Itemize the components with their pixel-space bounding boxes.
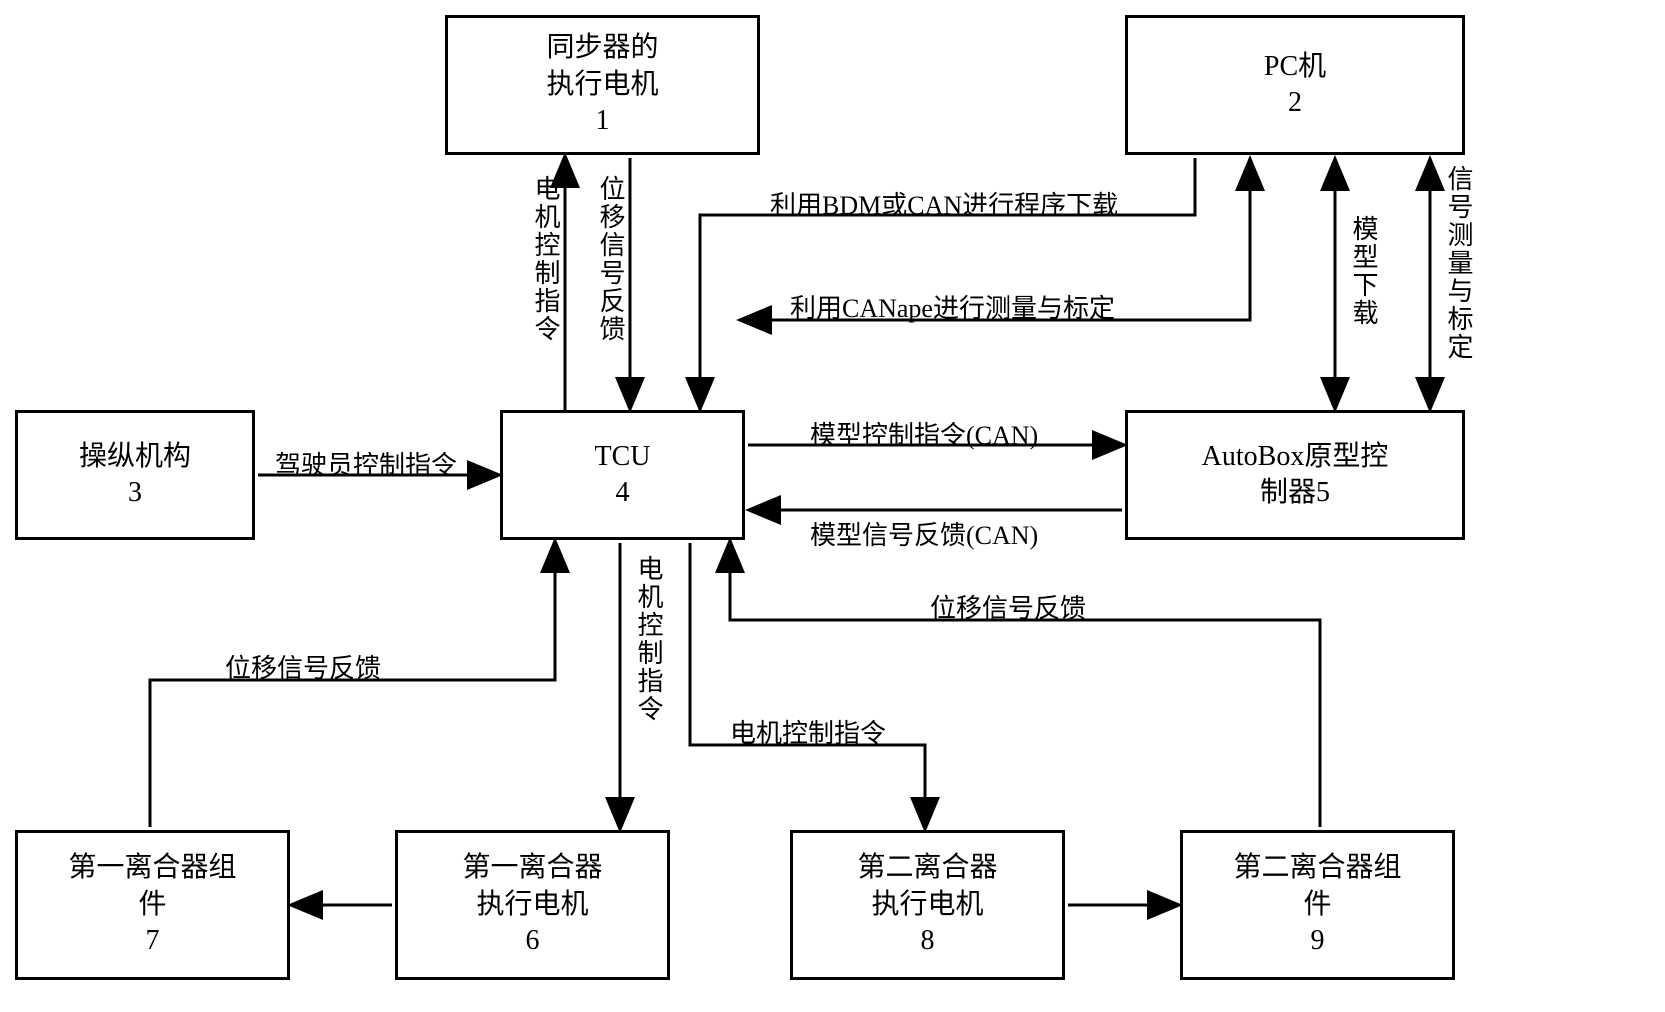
node-clutch2-assembly: 第二离合器组 件 9 bbox=[1180, 830, 1455, 980]
node-label: 操纵机构 bbox=[79, 439, 191, 475]
node-label: 同步器的 bbox=[546, 30, 658, 66]
label-motor-ctrl-left: 电机控制指令 bbox=[630, 555, 667, 723]
node-num: 7 bbox=[146, 923, 160, 959]
node-clutch1-assembly: 第一离合器组 件 7 bbox=[15, 830, 290, 980]
node-num: 8 bbox=[921, 923, 935, 959]
label-model-feedback: 模型信号反馈(CAN) bbox=[810, 515, 1038, 552]
node-label: 执行电机 bbox=[546, 67, 658, 103]
node-control-mech: 操纵机构 3 bbox=[15, 410, 255, 540]
node-clutch1-motor: 第一离合器 执行电机 6 bbox=[395, 830, 670, 980]
node-num: 6 bbox=[526, 923, 540, 959]
node-label: AutoBox原型控 bbox=[1202, 439, 1389, 475]
label-canape: 利用CANape进行测量与标定 bbox=[790, 288, 1115, 325]
node-autobox: AutoBox原型控 制器5 bbox=[1125, 410, 1465, 540]
label-model-download: 模型下载 bbox=[1345, 215, 1382, 327]
label-disp-feedback-top: 位移信号反馈 bbox=[592, 175, 629, 343]
node-label: 第二离合器 bbox=[857, 850, 997, 886]
node-label: 第一离合器组 bbox=[68, 850, 236, 886]
node-label: 执行电机 bbox=[476, 887, 588, 923]
label-motor-ctrl-right: 电机控制指令 bbox=[730, 713, 886, 750]
label-model-ctrl: 模型控制指令(CAN) bbox=[810, 415, 1038, 452]
label-signal-measure: 信号测量与标定 bbox=[1440, 165, 1477, 361]
node-label: 件 bbox=[1303, 887, 1331, 923]
label-disp-feedback-left: 位移信号反馈 bbox=[225, 648, 381, 685]
node-label: 第一离合器 bbox=[462, 850, 602, 886]
node-label: 件 bbox=[138, 887, 166, 923]
node-num: 1 bbox=[596, 103, 610, 139]
node-num: 3 bbox=[128, 475, 142, 511]
node-num: 2 bbox=[1288, 85, 1302, 121]
node-label: 制器5 bbox=[1260, 475, 1330, 511]
node-label: PC机 bbox=[1264, 49, 1326, 85]
node-sync-motor: 同步器的 执行电机 1 bbox=[445, 15, 760, 155]
label-driver-cmd: 驾驶员控制指令 bbox=[275, 445, 457, 482]
node-label: 执行电机 bbox=[871, 887, 983, 923]
node-num: 4 bbox=[616, 475, 630, 511]
node-tcu: TCU 4 bbox=[500, 410, 745, 540]
label-bdm-can: 利用BDM或CAN进行程序下载 bbox=[770, 185, 1118, 222]
label-disp-feedback-right: 位移信号反馈 bbox=[930, 588, 1086, 625]
label-motor-ctrl-top: 电机控制指令 bbox=[527, 175, 564, 343]
node-num: 9 bbox=[1311, 923, 1325, 959]
node-clutch2-motor: 第二离合器 执行电机 8 bbox=[790, 830, 1065, 980]
node-pc: PC机 2 bbox=[1125, 15, 1465, 155]
node-label: TCU bbox=[595, 439, 651, 475]
node-label: 第二离合器组 bbox=[1233, 850, 1401, 886]
